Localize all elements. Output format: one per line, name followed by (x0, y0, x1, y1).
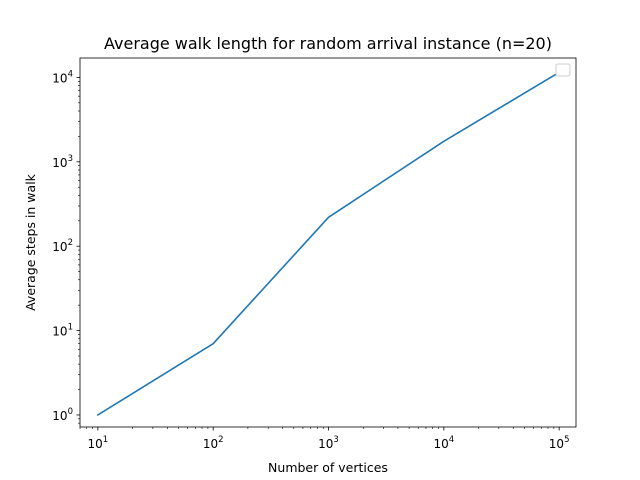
axes-frame (79, 57, 577, 428)
y-tick-label: 103 (52, 154, 73, 170)
x-tick-label: 101 (88, 435, 109, 451)
x-tick-label: 102 (203, 435, 224, 451)
x-tick-exponent: 3 (333, 435, 338, 445)
x-tick-label: 103 (318, 435, 339, 451)
x-tick-base: 10 (549, 437, 564, 451)
y-tick-exponent: 4 (68, 69, 73, 79)
y-tick-exponent: 0 (68, 407, 73, 417)
plot-area (80, 58, 576, 427)
y-tick-exponent: 2 (68, 238, 73, 248)
chart-title: Average walk length for random arrival i… (104, 34, 552, 53)
y-tick-base: 10 (52, 156, 67, 170)
series-line (96, 71, 561, 417)
x-tick-exponent: 1 (103, 435, 108, 445)
y-tick-base: 10 (52, 71, 67, 85)
y-tick-base: 10 (52, 240, 67, 254)
series-lines (96, 71, 561, 417)
y-tick-exponent: 3 (68, 154, 73, 164)
x-axis-label: Number of vertices (268, 460, 388, 475)
legend-box (555, 63, 571, 77)
x-tick-base: 10 (318, 437, 333, 451)
y-tick-exponent: 1 (68, 323, 73, 333)
y-tick-label: 100 (52, 407, 73, 423)
x-tick-base: 10 (433, 437, 448, 451)
x-tick-base: 10 (88, 437, 103, 451)
x-tick-base: 10 (203, 437, 218, 451)
x-tick-exponent: 5 (564, 435, 569, 445)
x-tick-exponent: 2 (218, 435, 223, 445)
x-tick-label: 105 (549, 435, 570, 451)
x-tick-exponent: 4 (449, 435, 454, 445)
y-tick-label: 101 (52, 323, 73, 339)
y-axis-label: Average steps in walk (23, 173, 38, 311)
x-tick-label: 104 (433, 435, 454, 451)
y-tick-base: 10 (52, 409, 67, 423)
y-tick-label: 104 (52, 69, 73, 85)
y-tick-label: 102 (52, 238, 73, 254)
y-tick-base: 10 (52, 325, 67, 339)
